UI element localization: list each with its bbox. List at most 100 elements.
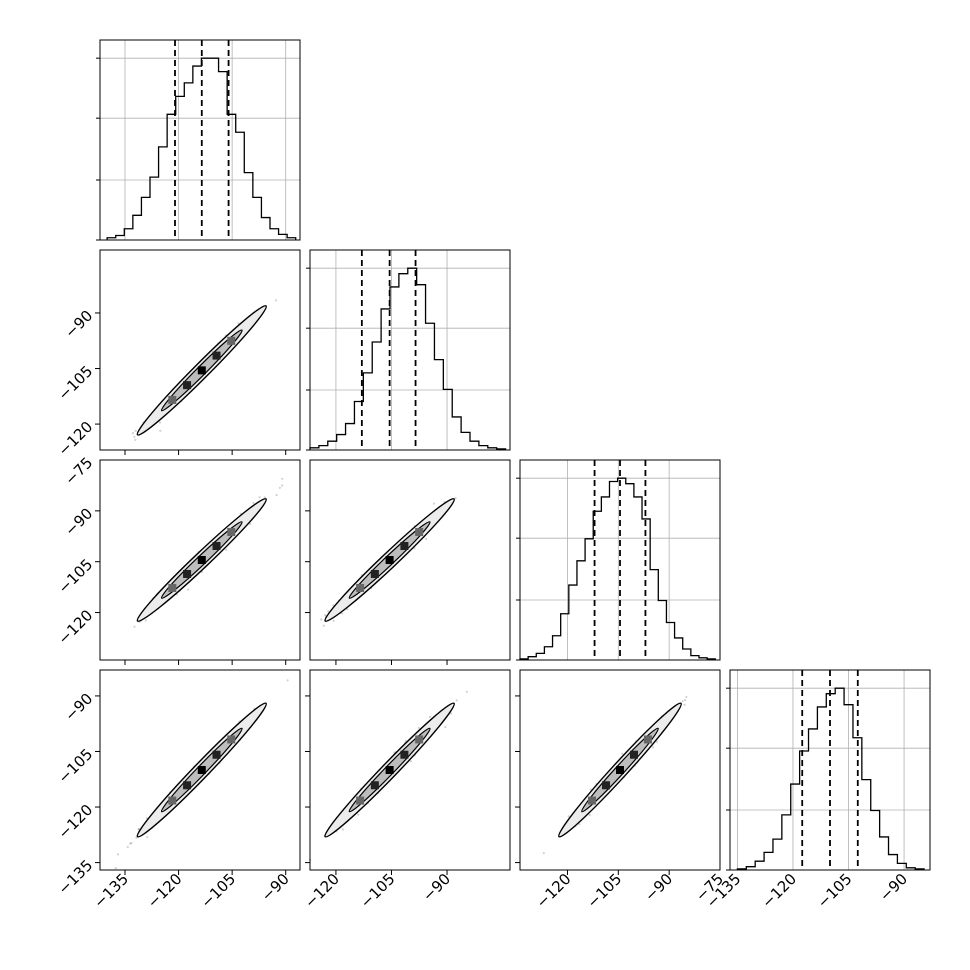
panel-3-1 <box>305 669 511 875</box>
y-tick-label: −120 <box>55 418 97 460</box>
scatter-point <box>432 502 436 505</box>
scatter-point <box>409 760 412 763</box>
panel-2-2 <box>516 459 721 661</box>
y-tick-label: −90 <box>61 690 96 725</box>
panel-1-1 <box>306 249 511 451</box>
density-block <box>227 336 236 345</box>
density-block <box>400 542 409 551</box>
scatter-point <box>258 496 261 499</box>
density-blocks <box>168 336 236 404</box>
x-tick-label: −120 <box>533 870 575 912</box>
scatter-point <box>322 624 325 627</box>
scatter-point <box>252 501 255 505</box>
scatter-point <box>651 746 655 749</box>
panel-frame <box>309 459 511 661</box>
scatter-point <box>332 619 335 622</box>
x-tick-label: −120 <box>758 870 800 912</box>
scatter-point <box>683 703 686 706</box>
density-block <box>183 569 192 578</box>
panel-2-1 <box>305 459 511 665</box>
density-block <box>197 556 206 564</box>
density-block <box>168 395 177 404</box>
scatter-point <box>454 497 457 500</box>
scatter-point <box>137 828 140 831</box>
panel-frame <box>99 669 301 871</box>
scatter-point <box>131 432 134 435</box>
x-tick-label: −90 <box>876 870 911 905</box>
scatter-point <box>146 836 149 839</box>
density-blocks <box>168 528 236 592</box>
scatter-point <box>275 493 278 497</box>
scatter-point <box>116 853 120 856</box>
scatter-point <box>327 610 330 613</box>
panel-frame <box>99 459 301 661</box>
density-block <box>212 750 221 759</box>
scatter-point <box>465 690 468 693</box>
density-block <box>385 766 394 774</box>
y-tick-label: −105 <box>55 362 97 404</box>
y-tick-label: −90 <box>61 504 96 539</box>
panel-frame <box>519 669 721 871</box>
panel-frame <box>99 249 301 451</box>
scatter-point <box>278 486 281 489</box>
density-blocks <box>356 528 424 592</box>
scatter-point <box>263 496 266 499</box>
x-tick-label: −90 <box>641 870 676 905</box>
density-block <box>415 735 424 744</box>
scatter-point <box>320 618 323 621</box>
x-tick-label: −105 <box>197 870 239 912</box>
histogram-0 <box>106 57 297 240</box>
density-block <box>356 796 365 805</box>
density-block <box>400 750 409 759</box>
density-block <box>227 528 236 537</box>
scatter-point <box>681 700 684 703</box>
panel-2-0 <box>95 459 301 665</box>
panel-1-0 <box>95 249 301 455</box>
y-tick-label: −120 <box>55 801 97 843</box>
density-block <box>227 735 236 744</box>
scatter-point <box>455 699 458 702</box>
scatter-point <box>542 852 545 855</box>
x-tick-label: −105 <box>357 870 399 912</box>
scatter-point <box>621 752 624 755</box>
scatter-point <box>159 429 162 432</box>
scatter-point <box>404 739 407 742</box>
scatter-point <box>428 715 432 719</box>
density-block <box>385 556 394 564</box>
scatter-point <box>444 725 447 729</box>
density-block <box>212 542 221 551</box>
x-tick-label: −120 <box>144 870 186 912</box>
scatter-point <box>281 477 284 480</box>
scatter-point <box>656 740 659 743</box>
scatter-point <box>450 712 453 715</box>
scatter-point <box>275 299 278 302</box>
scatter-point <box>237 322 240 325</box>
panel-frame <box>99 39 301 241</box>
density-block <box>183 381 192 390</box>
density-block <box>197 766 206 774</box>
scatter-point <box>249 522 252 526</box>
scatter-point <box>684 699 687 702</box>
density-block <box>212 351 221 360</box>
y-tick-label: −120 <box>55 606 97 648</box>
density-blocks <box>168 735 236 805</box>
x-tick-label: −120 <box>301 870 343 912</box>
scatter-point <box>324 614 327 617</box>
panel-0-0 <box>96 39 301 241</box>
scatter-point <box>187 588 190 591</box>
scatter-point <box>134 429 137 432</box>
scatter-point <box>133 435 136 438</box>
scatter-point <box>588 813 591 817</box>
density-block <box>602 781 611 790</box>
panel-frame <box>309 249 511 451</box>
density-block <box>168 796 177 805</box>
scatter-point <box>133 625 136 628</box>
x-tick-label: −135 <box>90 870 132 912</box>
histogram-1 <box>309 267 507 450</box>
panel-frame <box>519 459 721 661</box>
scatter-point <box>685 695 688 699</box>
density-block <box>183 781 192 790</box>
panel-3-3 <box>726 669 931 871</box>
scatter-point <box>134 438 137 441</box>
